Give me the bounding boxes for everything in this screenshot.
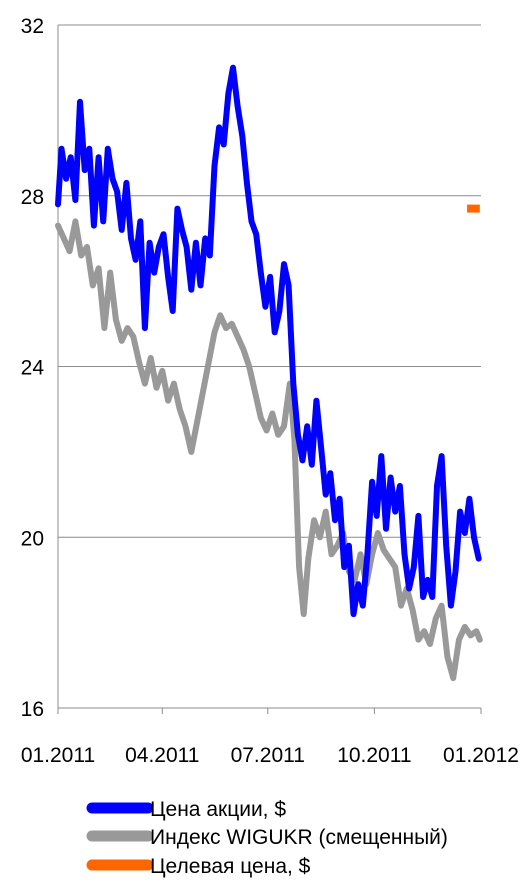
x-tick-label: 10.2011 bbox=[337, 744, 411, 767]
x-tick-label: 01.2012 bbox=[443, 744, 519, 767]
legend-label-1: Индекс WIGUKR (смещенный) bbox=[150, 826, 448, 849]
axis-layer: 16 20 24 28 32 01.2011 04.2011 07.2011 10.2011 01… bbox=[21, 15, 519, 767]
y-tick-label: 20 bbox=[21, 527, 44, 550]
x-tick-label: 07.2011 bbox=[231, 744, 305, 767]
series-line-0 bbox=[55, 64, 482, 618]
y-tick-label: 16 bbox=[21, 698, 44, 721]
legend: Цена акции, $ Индекс WIGUKR (смещенный) Це… bbox=[86, 798, 448, 878]
grid-layer bbox=[58, 24, 481, 709]
x-tick-label: 04.2011 bbox=[125, 744, 199, 767]
legend-label-2: Целевая цена, $ bbox=[150, 855, 311, 878]
y-tick-label: 28 bbox=[21, 186, 44, 209]
series-line-1 bbox=[55, 218, 483, 682]
y-tick-label: 32 bbox=[21, 15, 44, 38]
series-layer bbox=[55, 64, 483, 682]
x-tick-label: 01.2011 bbox=[21, 744, 95, 767]
legend-label-0: Цена акции, $ bbox=[150, 798, 286, 821]
y-tick-label: 24 bbox=[21, 357, 45, 380]
